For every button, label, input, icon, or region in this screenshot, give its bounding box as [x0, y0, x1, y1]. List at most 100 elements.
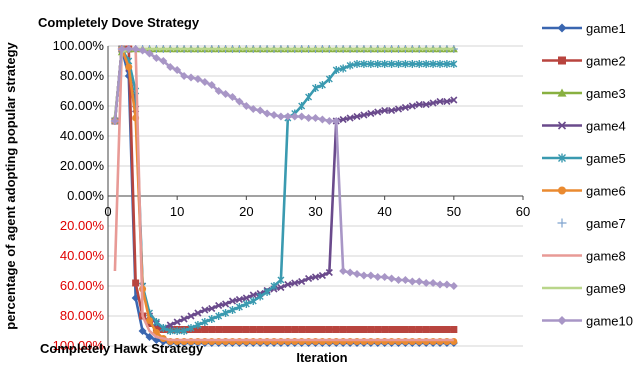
data-point-game10: [249, 105, 258, 113]
data-point-game4: [249, 291, 257, 299]
data-point-game5: [187, 324, 195, 332]
legend-label: game7: [586, 216, 626, 231]
data-point-game2: [443, 326, 451, 333]
data-point-game5: [194, 321, 202, 329]
data-point-game10: [131, 45, 140, 53]
data-point-game5: [256, 292, 264, 301]
data-point-game4: [228, 297, 237, 305]
x-tick-label: 10: [170, 204, 184, 219]
data-point-game10: [207, 81, 216, 89]
legend-marker: [557, 23, 567, 33]
legend-item-game10: game10: [542, 314, 633, 329]
data-point-game4: [242, 294, 250, 302]
data-point-game2: [256, 326, 264, 333]
series-line-game10: [113, 47, 455, 288]
data-point-game4: [422, 100, 430, 109]
data-point-game10: [394, 276, 403, 284]
legend-item-game9: game9: [542, 281, 626, 296]
data-point-game4: [222, 300, 230, 308]
data-point-game4: [318, 271, 326, 280]
x-tick-label: 60: [516, 204, 530, 219]
data-point-game10: [242, 102, 251, 110]
y-tick-label: 60.00%: [60, 98, 105, 113]
title-hawk: Completely Hawk Strategy: [40, 341, 204, 356]
x-tick-label: 40: [377, 204, 391, 219]
data-point-game5: [298, 102, 306, 110]
data-point-game2: [298, 326, 306, 333]
data-point-game2: [215, 326, 223, 333]
series-line-game5: [113, 47, 454, 333]
data-point-game2: [263, 326, 271, 333]
data-point-game10: [187, 73, 195, 82]
data-point-game2: [132, 279, 140, 287]
tick-labels: 100.00% 80.00% 60.00% 40.00% 20.00% 0.00% 20.0…: [53, 38, 531, 353]
series-group: [110, 45, 458, 347]
legend-label: game3: [586, 86, 626, 101]
data-point-game2: [429, 326, 437, 333]
legend-item-game7: game7: [557, 216, 626, 231]
data-point-game5: [263, 288, 271, 296]
data-point-game2: [312, 326, 319, 333]
data-point-game1: [138, 327, 147, 335]
data-point-game10: [270, 111, 278, 119]
data-point-game5: [305, 93, 313, 101]
data-point-game6: [146, 317, 153, 324]
data-point-game10: [436, 280, 444, 289]
data-point-game10: [200, 78, 209, 86]
x-axis-label: Iteration: [296, 350, 347, 365]
data-point-game2: [332, 326, 340, 333]
y-tick-label: 80.00%: [60, 68, 105, 83]
data-point-game2: [222, 326, 230, 333]
data-point-game6: [125, 63, 133, 71]
data-point-game4: [408, 102, 416, 110]
y-tick-label: 40.00%: [60, 248, 105, 263]
data-point-game10: [304, 114, 313, 122]
data-point-game10: [373, 273, 382, 281]
series-game3: [110, 45, 458, 122]
data-point-game5: [166, 327, 174, 335]
data-point-game2: [374, 326, 382, 333]
y-tick-label: 100.00%: [53, 338, 105, 353]
data-point-game5: [249, 297, 257, 305]
x-tick-label: 50: [447, 204, 461, 219]
data-point-game4: [429, 99, 437, 107]
data-point-game2: [249, 326, 257, 333]
data-point-game5: [159, 324, 167, 332]
data-point-game2: [270, 326, 278, 333]
legend-label: game5: [586, 151, 626, 166]
data-point-game2: [360, 326, 368, 333]
data-point-game2: [235, 326, 243, 333]
data-point-game10: [159, 57, 168, 65]
data-point-game2: [284, 326, 292, 333]
data-point-game10: [325, 117, 334, 125]
axes: [107, 46, 524, 346]
data-point-game10: [429, 279, 438, 287]
data-point-game5: [222, 309, 230, 317]
data-point-game10: [359, 271, 368, 280]
data-point-game5: [360, 60, 368, 68]
data-point-game10: [297, 112, 306, 121]
legend-item-game6: game6: [542, 184, 626, 199]
data-point-game4: [360, 111, 368, 119]
data-point-game4: [346, 114, 354, 122]
data-point-game2: [422, 326, 430, 333]
data-point-game4: [381, 106, 389, 115]
legend-item-game5: game5: [542, 151, 626, 166]
data-point-game2: [229, 326, 236, 333]
data-point-game2: [408, 326, 416, 333]
data-point-game2: [152, 324, 160, 332]
data-point-game5: [429, 60, 437, 68]
data-point-game2: [401, 326, 409, 333]
legend-marker: [557, 218, 567, 228]
data-point-game4: [436, 97, 444, 106]
legend-label: game10: [586, 314, 633, 329]
legend-marker: [557, 316, 567, 325]
data-point-game4: [353, 112, 361, 121]
data-point-game2: [291, 326, 299, 333]
data-point-game5: [415, 60, 423, 68]
data-point-game10: [221, 90, 230, 98]
legend-label: game4: [586, 119, 626, 134]
data-point-game4: [284, 280, 292, 289]
data-point-game10: [110, 117, 119, 125]
